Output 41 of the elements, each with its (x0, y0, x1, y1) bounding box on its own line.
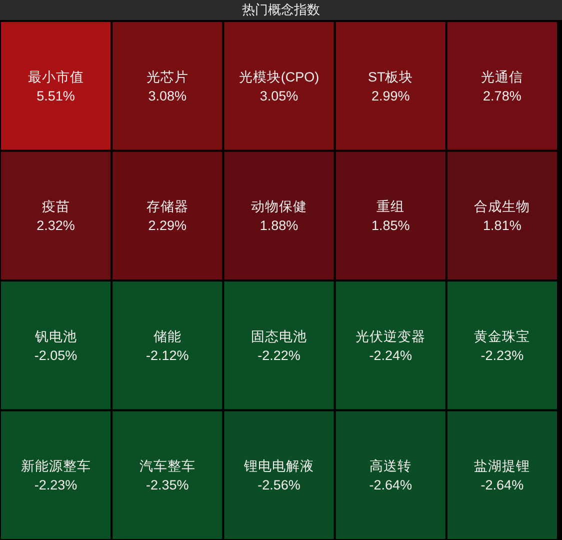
category-label: 盐湖提锂 (474, 458, 530, 474)
data-label: -2.64% (480, 478, 524, 493)
category-label: 储能 (153, 328, 182, 344)
data-label: -2.23% (480, 348, 524, 363)
data-label: 1.81% (483, 218, 522, 234)
category-label: 高送转 (370, 458, 412, 474)
data-label: 2.32% (36, 218, 75, 234)
data-label: 3.05% (260, 88, 298, 104)
category-label: 疫苗 (42, 199, 70, 214)
data-label: -2.12% (146, 348, 189, 363)
data-label: -2.64% (369, 478, 412, 493)
category-label: 合成生物 (474, 199, 530, 214)
data-label: -2.22% (258, 348, 300, 363)
data-label: -2.56% (258, 478, 300, 493)
category-label: 光伏逆变器 (356, 328, 426, 344)
data-label: -2.24% (369, 348, 412, 363)
category-label: 存储器 (146, 199, 188, 214)
data-label: 2.78% (483, 88, 522, 104)
category-label: 钒电池 (34, 328, 77, 344)
data-label: -2.35% (146, 478, 189, 493)
data-label: 2.99% (371, 88, 410, 104)
category-label: 光模块(CPO) (238, 69, 320, 84)
category-label: 重组 (376, 199, 405, 214)
category-label: 锂电电解液 (244, 458, 314, 474)
category-label: 光通信 (481, 69, 524, 84)
category-label: 黄金珠宝 (474, 328, 530, 344)
category-label: 动物保健 (251, 199, 307, 214)
category-label: 新能源整车 (20, 458, 91, 474)
data-label: 2.29% (148, 218, 187, 234)
category-label: ST板块 (368, 69, 414, 84)
category-label: 光芯片 (146, 69, 188, 84)
data-label: 5.51% (36, 88, 75, 104)
data-label: 1.88% (260, 218, 298, 234)
category-label: 最小市值 (28, 69, 84, 84)
category-label: 汽车整车 (139, 458, 196, 474)
data-label: 3.08% (148, 88, 187, 104)
data-label: 1.85% (371, 218, 410, 234)
category-label: 固态电池 (251, 328, 307, 344)
chart-title: 热门概念指数 (242, 2, 320, 17)
data-label: -2.05% (34, 348, 78, 363)
data-label: -2.23% (34, 478, 78, 493)
